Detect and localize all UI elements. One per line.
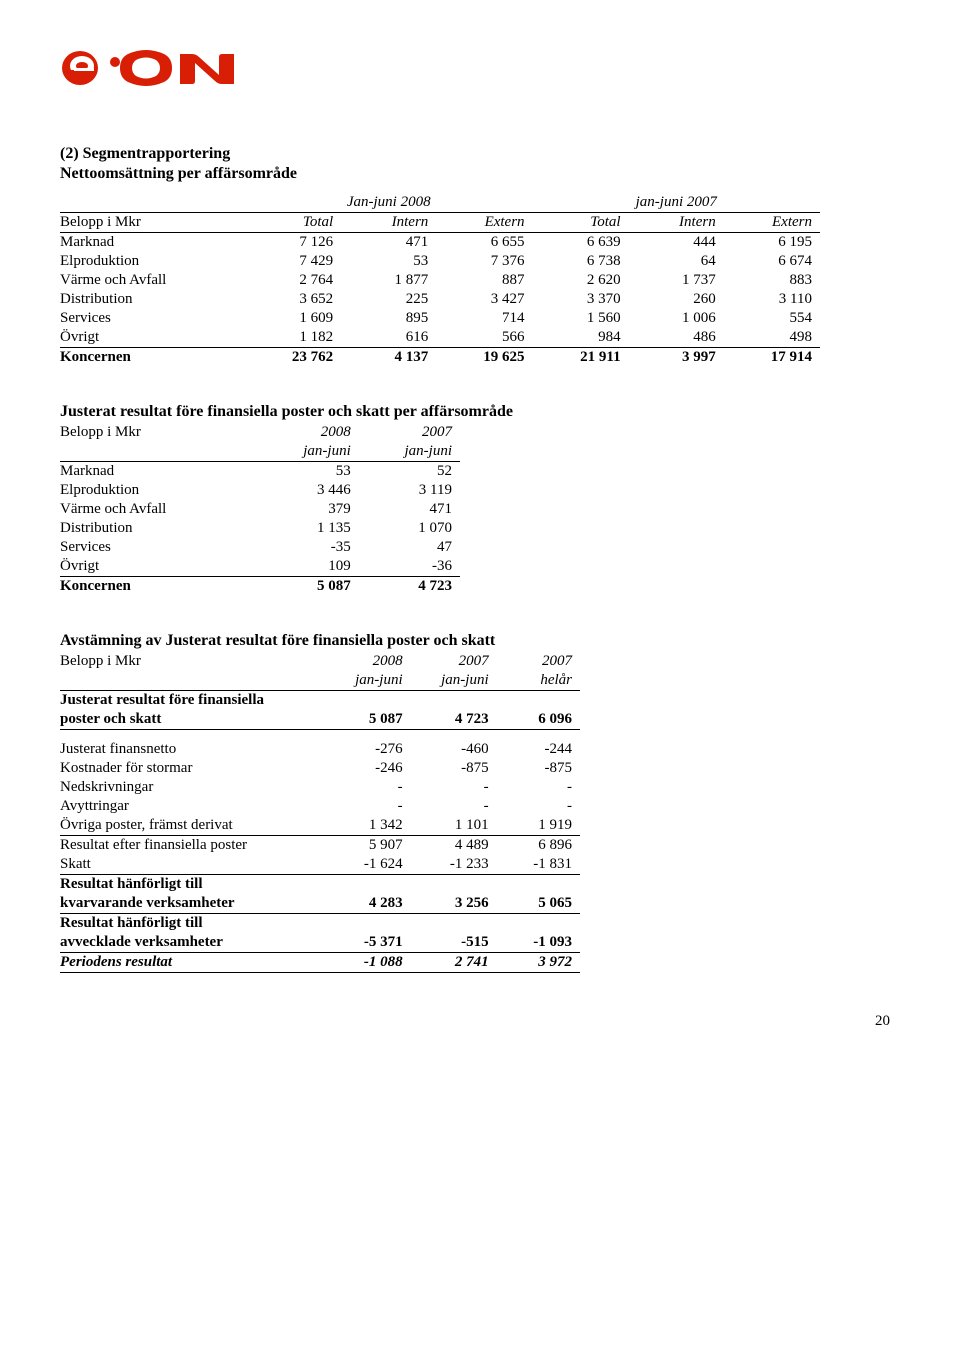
table-row: avvecklade verksamheter -5 371 -515 -1 0…	[60, 933, 580, 953]
table-row: Resultat hänförligt till	[60, 914, 580, 934]
table-nettoomsattning: Jan-juni 2008 jan-juni 2007 Belopp i Mkr…	[60, 193, 820, 367]
page-number: 20	[60, 1013, 900, 1030]
table-row: jan-juni jan-juni helår	[60, 671, 580, 691]
section-title: (2) Segmentrapportering	[60, 145, 900, 163]
table-row: Övrigt1 182616566984486498	[60, 328, 820, 348]
table-row: Resultat hänförligt till	[60, 875, 580, 895]
table-row: Nedskrivningar---	[60, 778, 580, 797]
table-row: Övrigt109-36	[60, 557, 460, 577]
table-row: Justerat resultat före finansiella	[60, 691, 580, 711]
table-row: Justerat finansnetto-276-460-244	[60, 740, 580, 759]
table-row: kvarvarande verksamheter 4 283 3 256 5 0…	[60, 894, 580, 914]
table-row: Distribution3 6522253 4273 3702603 110	[60, 290, 820, 309]
section-subtitle: Nettoomsättning per affärsområde	[60, 165, 900, 183]
table-row-total: Koncernen5 0874 723	[60, 577, 460, 597]
table-row: Belopp i Mkr 2008 2007 2007	[60, 652, 580, 671]
table-row: Services1 6098957141 5601 006554	[60, 309, 820, 328]
table-row: Marknad5352	[60, 462, 460, 482]
table-row-total: Periodens resultat -1 088 2 741 3 972	[60, 953, 580, 973]
table-row	[60, 730, 580, 741]
table-row: Elproduktion7 429537 3766 738646 674	[60, 252, 820, 271]
table-row: Värme och Avfall379471	[60, 500, 460, 519]
table-row: Resultat efter finansiella poster5 9074 …	[60, 836, 580, 856]
table-row-total: Koncernen23 7624 13719 62521 9113 99717 …	[60, 348, 820, 368]
table-row: Avyttringar---	[60, 797, 580, 816]
table2-heading: Justerat resultat före finansiella poste…	[60, 403, 900, 421]
table-row: poster och skatt 5 087 4 723 6 096	[60, 710, 580, 730]
table-row: Marknad7 1264716 6556 6394446 195	[60, 233, 820, 253]
table-avstamning: Belopp i Mkr 2008 2007 2007 jan-juni jan…	[60, 652, 580, 973]
eon-logo	[60, 40, 900, 95]
table-row: Övriga poster, främst derivat1 3421 1011…	[60, 816, 580, 836]
table-row: Skatt-1 624-1 233-1 831	[60, 855, 580, 875]
table-row: Jan-juni 2008 jan-juni 2007	[60, 193, 820, 213]
table-row: Värme och Avfall2 7641 8778872 6201 7378…	[60, 271, 820, 290]
table-row: Belopp i Mkr 2008 2007	[60, 423, 460, 442]
period-2008: Jan-juni 2008	[245, 193, 533, 213]
table-row: Elproduktion3 4463 119	[60, 481, 460, 500]
table-row: Distribution1 1351 070	[60, 519, 460, 538]
table-justerat-resultat: Belopp i Mkr 2008 2007 jan-juni jan-juni…	[60, 423, 460, 596]
table-row: Kostnader för stormar-246-875-875	[60, 759, 580, 778]
period-2007: jan-juni 2007	[533, 193, 820, 213]
table-row: Services-3547	[60, 538, 460, 557]
table-row: Belopp i Mkr Total Intern Extern Total I…	[60, 213, 820, 233]
table-row: jan-juni jan-juni	[60, 442, 460, 462]
table3-heading: Avstämning av Justerat resultat före fin…	[60, 632, 900, 650]
